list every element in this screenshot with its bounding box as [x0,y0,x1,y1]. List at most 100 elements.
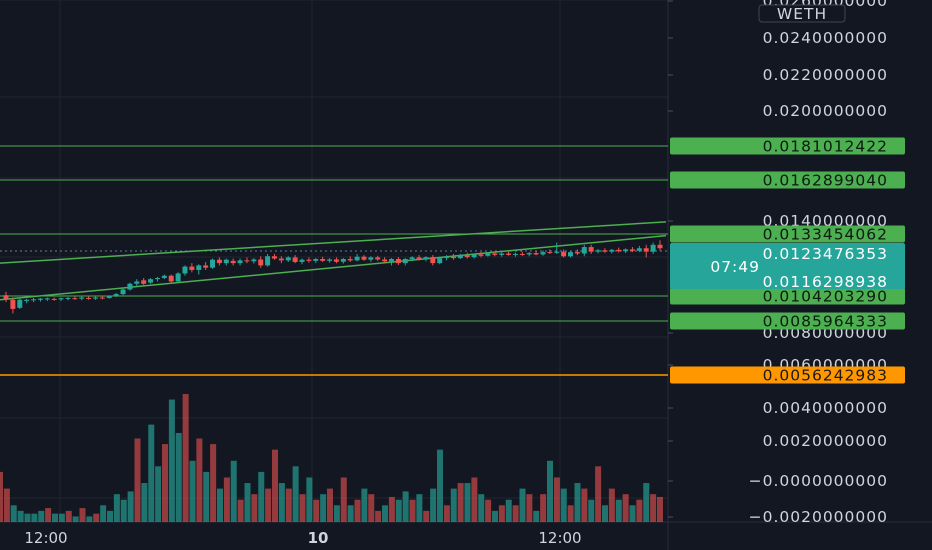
volume-bar [643,483,650,522]
candle [561,249,567,258]
candle [223,258,229,266]
candle [244,257,250,264]
candle [333,257,339,264]
volume-bar [299,494,306,522]
volume-bar [608,488,615,522]
candle [203,261,209,270]
candle [492,251,498,257]
candle [134,279,140,288]
volume-bar [650,494,657,522]
y-tick-label: 0.0220000000 [763,66,888,84]
candle [251,258,257,264]
candle [99,296,105,300]
candle [210,258,216,269]
candle [58,297,64,301]
volume-bar [217,488,223,522]
candle [547,249,553,254]
last-price-text: 0.0123476353 [763,245,888,263]
candle [113,292,119,298]
candle [629,247,635,253]
volume-bar [148,424,155,522]
candle [86,296,92,300]
candle [423,256,429,262]
y-tick-label: 0.0020000000 [763,432,888,450]
candle [471,253,477,259]
volume-bar [175,432,182,522]
volume-bar [588,499,595,522]
level-price-tag: 0.0133454062 [670,225,905,244]
candle [588,244,594,254]
volume-bar [375,510,382,522]
candle [44,297,50,301]
candle [389,258,395,266]
volume-bar [230,460,237,522]
candle [65,297,71,301]
candle [148,278,154,284]
volume-bar [340,477,347,522]
volume-bar [113,494,120,522]
candle [595,248,601,254]
candle [258,256,264,268]
candle [409,256,415,262]
candle [623,248,629,254]
level-price-tag: 0.0104203290 [670,287,905,306]
candle [72,296,78,300]
volume-bar [526,494,533,522]
candle [3,291,9,303]
candle [278,256,284,264]
y-tick-label: 0.0040000000 [763,399,888,417]
volume-bar [492,510,498,522]
x-tick-label: 12:00 [24,529,67,547]
time-axis[interactable]: 12:00 10 12:00 [24,529,581,547]
candle [175,272,181,283]
volume-bar [560,488,567,522]
candle [540,250,546,256]
level-price-tag: 0.0162899040 [670,171,905,190]
candle [299,258,305,265]
quote-currency-badge[interactable]: WETH [758,4,846,23]
volume-bar [155,466,162,522]
candle [127,282,133,291]
candle [444,255,450,261]
volume-bar [505,499,512,522]
volume-bar [464,483,471,522]
candle [554,242,560,254]
volume-bar [361,488,368,522]
candle [24,298,30,304]
candle [306,257,312,263]
candle [340,258,346,264]
volume-bar [553,477,560,522]
x-tick-label: 12:00 [538,529,581,547]
volume-bar [134,438,141,522]
volume-bar [629,505,636,522]
volume-bar [478,494,485,522]
candle [347,256,353,262]
candle [31,297,37,303]
volume-bar [471,477,478,522]
candle [574,249,580,256]
volume-bar [485,499,492,522]
volume-bar [24,513,31,522]
candle [533,250,539,256]
level-price-tag-text: 0.0162899040 [763,172,888,190]
candle [327,258,333,263]
volume-bar [581,488,588,522]
volume-bar [533,510,540,522]
volume-bar [395,499,402,522]
candle [581,244,587,257]
channel-lines [0,221,667,301]
volume-bar [196,438,203,522]
candle [450,253,456,260]
volume-bar [540,494,547,522]
volume-bar [437,449,443,522]
volume-bar [443,505,450,522]
candle [354,253,360,262]
volume-bar [574,483,581,522]
candle [182,265,188,276]
candle [368,256,374,262]
candle [106,295,112,299]
volume-bars [0,394,663,522]
candle [196,264,202,275]
